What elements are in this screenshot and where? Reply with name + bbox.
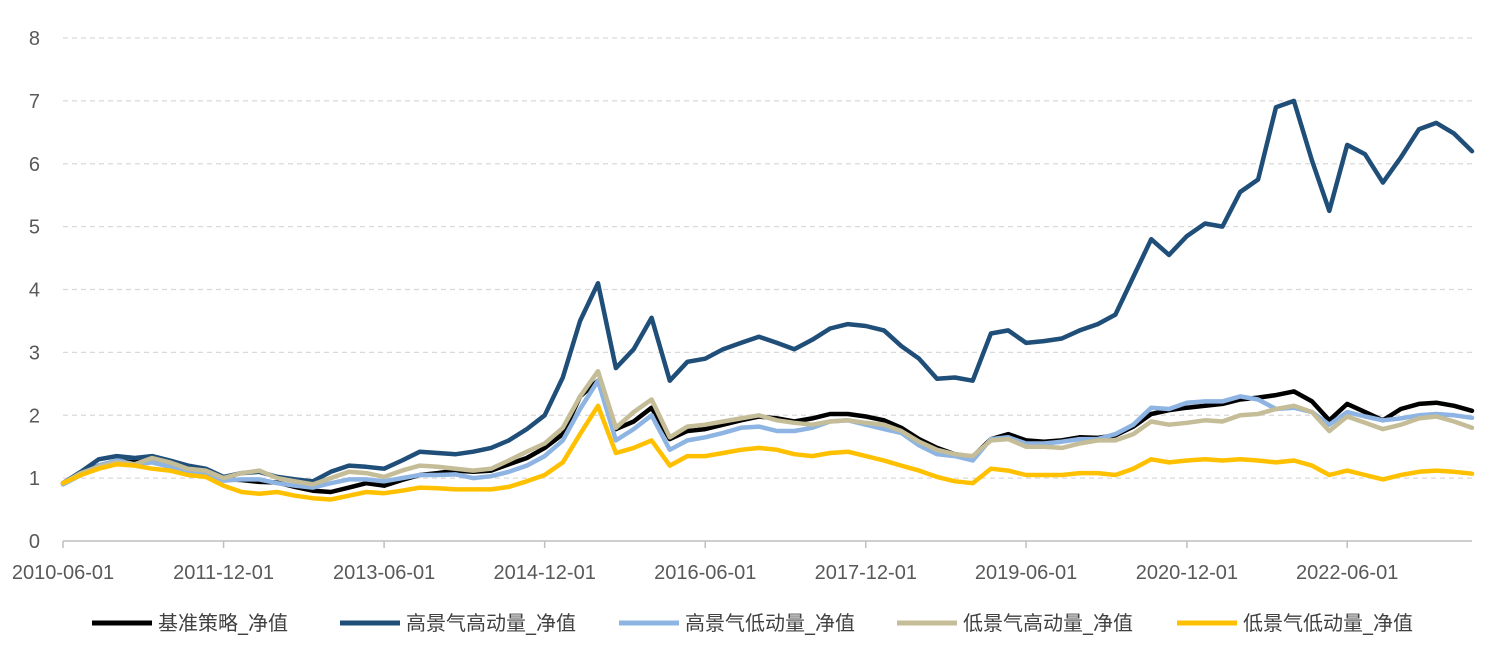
series-line-3 (60, 378, 1475, 490)
legend-item: 高景气低动量_净值 (619, 611, 855, 635)
legend-label: 高景气低动量_净值 (685, 611, 855, 635)
x-tick-label: 2017-12-01 (815, 562, 917, 584)
x-tick-label: 2019-06-01 (975, 562, 1077, 584)
legend-label: 低景气低动量_净值 (1243, 611, 1413, 635)
x-tick-label: 2010-06-01 (12, 562, 114, 584)
x-tick-label: 2011-12-01 (173, 562, 274, 584)
y-tick-label: 2 (29, 405, 40, 427)
y-tick-label: 6 (29, 154, 40, 176)
legend-item: 基准策略_净值 (92, 611, 288, 635)
y-tick-label: 3 (29, 342, 40, 364)
x-tick-label: 2020-12-01 (1136, 562, 1238, 584)
legend-label: 高景气高动量_净值 (406, 611, 576, 635)
series-line-5 (60, 403, 1475, 502)
y-tick-label: 7 (29, 91, 40, 113)
y-tick-label: 8 (29, 28, 40, 50)
legend-item: 低景气高动量_净值 (897, 611, 1133, 635)
y-tick-label: 4 (29, 280, 40, 302)
x-tick-label: 2022-06-01 (1296, 562, 1398, 584)
y-tick-label: 0 (29, 531, 40, 553)
series-line-4 (60, 368, 1475, 487)
series-line-2 (60, 98, 1475, 486)
axes: 0 1 2 3 4 5 6 7 8 2010-06-01 2011-12-01 2013-06-01 2… (12, 28, 1472, 584)
y-tick-label: 5 (29, 217, 40, 239)
x-tick-label: 2016-06-01 (654, 562, 756, 584)
legend-item: 低景气低动量_净值 (1177, 611, 1413, 635)
legend-label: 低景气高动量_净值 (963, 611, 1133, 635)
legend-item: 高景气高动量_净值 (340, 611, 576, 635)
x-tick-label: 2013-06-01 (333, 562, 435, 584)
gridlines (63, 37, 1472, 479)
legend: 基准策略_净值 高景气高动量_净值 高景气低动量_净值 低景气高动量_净值 低景气低动量… (92, 611, 1413, 635)
legend-label: 基准策略_净值 (158, 611, 288, 635)
series-lines (60, 98, 1475, 502)
y-tick-label: 1 (29, 468, 40, 490)
x-tick-label: 2014-12-01 (494, 562, 596, 584)
